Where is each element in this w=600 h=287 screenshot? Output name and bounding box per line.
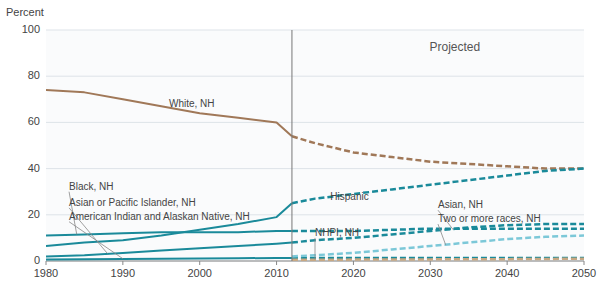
grid-line bbox=[46, 122, 584, 123]
annotation: Asian or Pacific Islander, NH bbox=[69, 197, 196, 208]
y-tick-label: 40 bbox=[28, 162, 40, 174]
x-tick bbox=[122, 261, 123, 265]
series-line bbox=[46, 258, 292, 259]
y-axis: 0 20 40 60 80 100 bbox=[22, 23, 584, 266]
x-tick bbox=[507, 261, 508, 265]
series-line bbox=[292, 236, 584, 257]
grid-line bbox=[46, 76, 584, 77]
x-tick bbox=[276, 261, 277, 265]
x-tick bbox=[353, 261, 354, 265]
x-axis: 1980 1990 2000 2010 2020 2030 2040 2050 bbox=[34, 261, 596, 279]
y-tick-label: 100 bbox=[22, 23, 40, 35]
annotation: Black, NH bbox=[69, 181, 113, 192]
annotations: White, NH Black, NH Asian or Pacific Islan… bbox=[69, 98, 541, 260]
x-tick bbox=[430, 261, 431, 265]
annotation-arrow bbox=[69, 222, 123, 259]
annotation: Two or more races, NH bbox=[438, 213, 541, 224]
x-tick bbox=[46, 261, 47, 265]
x-tick-label: 2030 bbox=[418, 267, 442, 279]
series-line bbox=[292, 136, 584, 168]
chart: 0204060801001980199020002010202020302040… bbox=[0, 0, 600, 287]
projected-label: Projected bbox=[430, 40, 481, 54]
x-tick-label: 2050 bbox=[572, 267, 596, 279]
series-line bbox=[292, 224, 584, 242]
series-line bbox=[46, 90, 292, 136]
grid-line bbox=[46, 168, 584, 169]
y-axis-label: Percent bbox=[6, 6, 44, 18]
annotation: White, NH bbox=[169, 98, 215, 109]
grid-line bbox=[46, 30, 584, 31]
plot-area bbox=[46, 30, 584, 261]
y-tick-label: 20 bbox=[28, 208, 40, 220]
x-tick-label: 1980 bbox=[34, 267, 58, 279]
series-line bbox=[46, 243, 292, 257]
lines bbox=[46, 90, 584, 260]
annotation: American Indian and Alaskan Native, NH bbox=[69, 211, 250, 222]
series-line bbox=[292, 257, 584, 260]
y-tick-label: 60 bbox=[28, 115, 40, 127]
annotation: NHPI, NH bbox=[315, 227, 359, 238]
x-tick-label: 2020 bbox=[341, 267, 365, 279]
y-tick-label: 80 bbox=[28, 69, 40, 81]
annotation-arrow bbox=[438, 224, 446, 245]
split-line bbox=[291, 30, 292, 261]
x-tick-label: 1990 bbox=[111, 267, 135, 279]
series-line bbox=[292, 169, 584, 204]
x-tick-label: 2000 bbox=[187, 267, 211, 279]
x-tick-label: 2010 bbox=[264, 267, 288, 279]
y-tick-label: 0 bbox=[34, 254, 40, 266]
annotation: Asian, NH bbox=[438, 199, 483, 210]
x-tick bbox=[199, 261, 200, 265]
annotation-arrow bbox=[315, 238, 316, 260]
series-line bbox=[292, 259, 584, 260]
x-tick-label: 2040 bbox=[495, 267, 519, 279]
x-tick bbox=[584, 261, 585, 265]
annotation: Hispanic bbox=[330, 191, 368, 202]
